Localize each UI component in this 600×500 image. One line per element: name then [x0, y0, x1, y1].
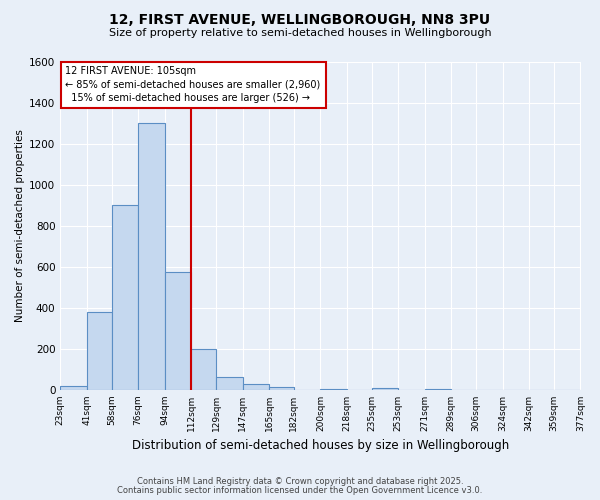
Bar: [320, 389, 347, 390]
X-axis label: Distribution of semi-detached houses by size in Wellingborough: Distribution of semi-detached houses by …: [132, 440, 509, 452]
Bar: [112, 205, 138, 390]
Text: 12 FIRST AVENUE: 105sqm
← 85% of semi-detached houses are smaller (2,960)
  15% : 12 FIRST AVENUE: 105sqm ← 85% of semi-de…: [65, 66, 321, 103]
Bar: [269, 388, 294, 390]
Bar: [87, 312, 112, 390]
Text: Size of property relative to semi-detached houses in Wellingborough: Size of property relative to semi-detach…: [109, 28, 491, 38]
Bar: [372, 388, 398, 390]
Bar: [242, 384, 269, 390]
Text: Contains public sector information licensed under the Open Government Licence v3: Contains public sector information licen…: [118, 486, 482, 495]
Bar: [425, 389, 451, 390]
Text: Contains HM Land Registry data © Crown copyright and database right 2025.: Contains HM Land Registry data © Crown c…: [137, 477, 463, 486]
Text: 12, FIRST AVENUE, WELLINGBOROUGH, NN8 3PU: 12, FIRST AVENUE, WELLINGBOROUGH, NN8 3P…: [109, 12, 491, 26]
Bar: [60, 386, 87, 390]
Bar: [191, 349, 216, 390]
Y-axis label: Number of semi-detached properties: Number of semi-detached properties: [15, 130, 25, 322]
Bar: [216, 376, 242, 390]
Bar: [164, 272, 191, 390]
Bar: [138, 123, 164, 390]
